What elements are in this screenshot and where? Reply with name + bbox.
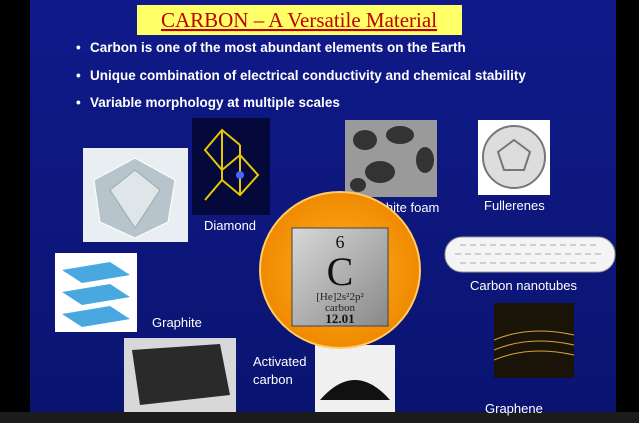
- atomic-mass: 12.01: [325, 311, 354, 326]
- graphite-layers: [55, 253, 137, 332]
- label: carbon: [253, 372, 293, 387]
- slide-screenshot: CARBON – A Versatile Material • Carbon i…: [0, 0, 639, 423]
- bullet-dot: •: [76, 68, 81, 83]
- label: Graphene: [485, 401, 543, 416]
- diamond-photo: [83, 148, 188, 242]
- activated-carbon-photo: [315, 345, 395, 412]
- label: Activated: [253, 354, 306, 369]
- bullet: Carbon is one of the most abundant eleme…: [90, 40, 466, 55]
- label: Diamond: [204, 218, 256, 233]
- bullet-dot: •: [76, 95, 81, 110]
- coal-photo: [124, 338, 236, 412]
- element-symbol: C: [327, 249, 354, 294]
- bullet: Unique combination of electrical conduct…: [90, 68, 526, 83]
- title: CARBON – A Versatile Material: [161, 8, 437, 32]
- bullet-dot: •: [76, 40, 81, 55]
- graphene: [494, 303, 574, 378]
- diamond-lattice: [192, 118, 270, 215]
- label: Graphite: [152, 315, 202, 330]
- graphite-foam: [345, 120, 437, 197]
- label: Carbon nanotubes: [470, 278, 577, 293]
- player-bar: [0, 412, 639, 423]
- nanotube: [445, 237, 615, 272]
- bullet: Variable morphology at multiple scales: [90, 95, 340, 110]
- fullerene: [478, 120, 550, 195]
- label: Fullerenes: [484, 198, 545, 213]
